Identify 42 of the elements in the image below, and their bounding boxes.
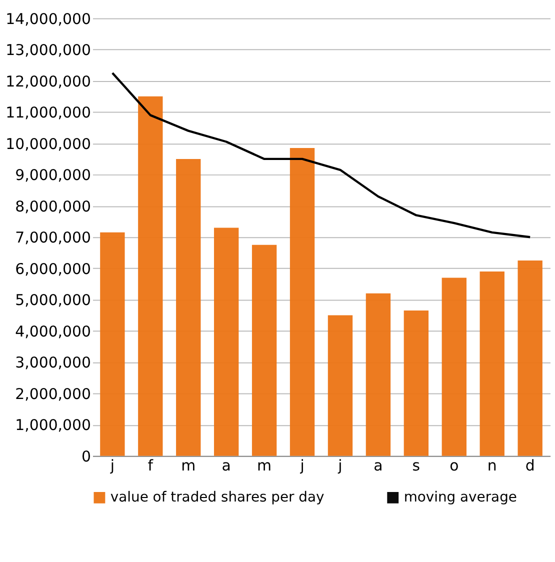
- bar: [480, 271, 504, 456]
- y-tick-label: 4,000,000: [15, 322, 92, 340]
- bar: [290, 148, 315, 456]
- y-tick-label: 7,000,000: [15, 228, 92, 247]
- y-tick-label: 8,000,000: [15, 197, 92, 216]
- bar: [100, 232, 125, 456]
- y-tick-label: 0: [82, 447, 92, 466]
- line-series: [111, 72, 532, 238]
- y-tick-label: 1,000,000: [15, 416, 92, 434]
- x-tick-label: a: [374, 456, 383, 474]
- y-tick-label: 6,000,000: [15, 260, 92, 278]
- bar: [214, 228, 239, 456]
- bar: [404, 310, 429, 456]
- y-tick-label: 10,000,000: [6, 134, 92, 153]
- y-tick-label: 3,000,000: [15, 354, 92, 372]
- x-tick-label: d: [525, 456, 535, 474]
- bar: [138, 96, 163, 456]
- x-tick-label: j: [299, 456, 304, 474]
- y-tick-label: 11,000,000: [6, 104, 92, 122]
- legend-label: value of traded shares per day: [110, 490, 324, 506]
- bar: [328, 315, 353, 456]
- bar: [518, 260, 542, 456]
- x-tick-label: j: [109, 456, 115, 474]
- y-tick-label: 14,000,000: [6, 10, 92, 28]
- bar: [252, 244, 277, 456]
- bar: [366, 293, 391, 456]
- x-tick-label: m: [257, 456, 272, 474]
- x-tick-label: a: [222, 456, 231, 474]
- y-tick-label: 13,000,000: [6, 41, 92, 60]
- y-tick-label: 5,000,000: [15, 291, 92, 310]
- x-tick-label: m: [181, 456, 196, 474]
- x-tick-label: s: [412, 456, 420, 474]
- x-tick-label: j: [337, 456, 342, 474]
- bar: [442, 278, 466, 456]
- x-tick-label: n: [487, 456, 497, 474]
- legend-label: moving average: [404, 490, 517, 506]
- x-tick-label: o: [450, 456, 459, 474]
- y-tick-label: 9,000,000: [15, 166, 92, 184]
- y-tick-label: 12,000,000: [6, 72, 92, 90]
- bar: [176, 158, 201, 456]
- x-tick-label: f: [148, 456, 154, 474]
- y-tick-label: 2,000,000: [15, 384, 92, 403]
